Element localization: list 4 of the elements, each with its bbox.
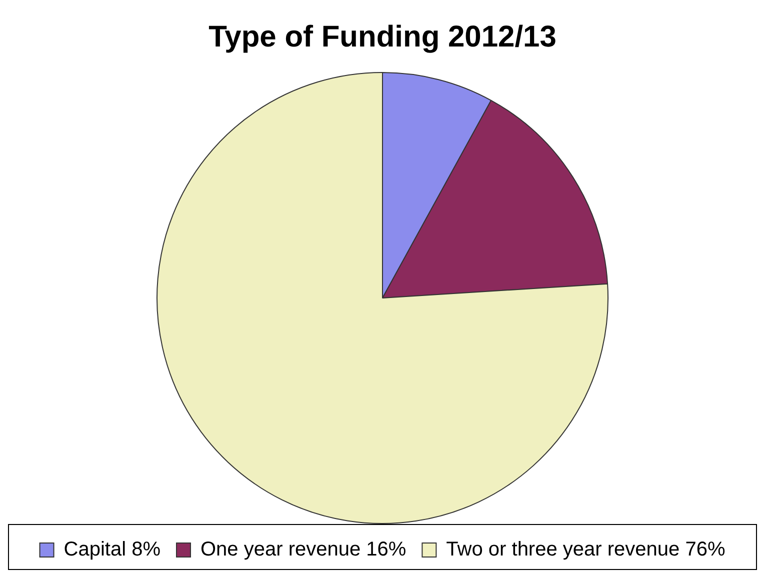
chart-title: Type of Funding 2012/13 (208, 20, 556, 54)
legend-label: One year revenue 16% (200, 538, 406, 561)
legend-label: Capital 8% (64, 538, 161, 561)
legend-label: Two or three year revenue 76% (446, 538, 726, 561)
